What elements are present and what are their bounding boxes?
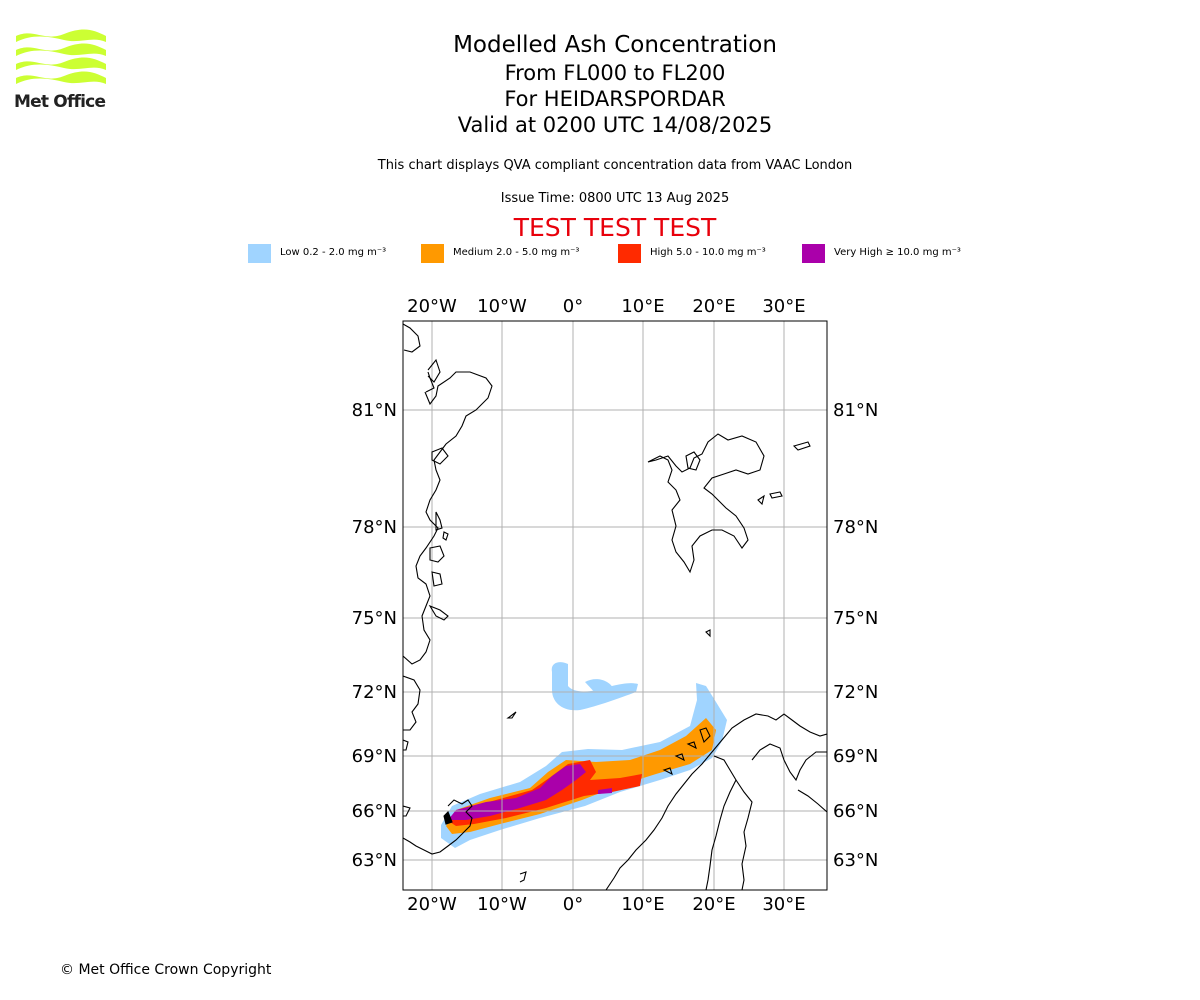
lon-labels-bottom: 20°W 10°W 0° 10°E 20°E 30°E (407, 894, 805, 915)
lon-label: 20°E (692, 894, 735, 915)
lat-label: 69°N (352, 746, 397, 767)
lat-label: 81°N (833, 400, 878, 421)
lon-label: 20°E (692, 296, 735, 317)
map-frame-content (403, 321, 827, 890)
ash-layer-very-high (448, 764, 612, 820)
lon-label: 10°W (477, 296, 527, 317)
legend-swatch-medium (421, 244, 444, 263)
lon-label: 0° (563, 296, 583, 317)
lat-label: 75°N (833, 608, 878, 629)
lon-label: 10°W (477, 894, 527, 915)
description-text: This chart displays QVA compliant concen… (377, 158, 853, 173)
legend-swatch-very-high (802, 244, 825, 263)
legend-label-very-high: Very High ≥ 10.0 mg m⁻³ (834, 247, 961, 258)
lat-label: 72°N (833, 682, 878, 703)
lat-label: 63°N (833, 850, 878, 871)
lon-label: 10°E (621, 296, 664, 317)
lat-label: 69°N (833, 746, 878, 767)
legend-label-medium: Medium 2.0 - 5.0 mg m⁻³ (453, 247, 580, 258)
valid-time: Valid at 0200 UTC 14/08/2025 (457, 113, 773, 137)
graticule (403, 321, 827, 890)
lat-label: 66°N (833, 801, 878, 822)
lat-label: 72°N (352, 682, 397, 703)
legend-label-high: High 5.0 - 10.0 mg m⁻³ (650, 247, 766, 258)
lon-labels-top: 20°W 10°W 0° 10°E 20°E 30°E (407, 296, 805, 317)
lat-label: 78°N (833, 517, 878, 538)
lon-label: 10°E (621, 894, 664, 915)
test-banner: TEST TEST TEST (513, 213, 717, 242)
volcano-name: For HEIDARSPORDAR (504, 87, 726, 111)
flight-levels: From FL000 to FL200 (504, 61, 726, 85)
lat-label: 78°N (352, 517, 397, 538)
lat-label: 66°N (352, 801, 397, 822)
lat-label: 75°N (352, 608, 397, 629)
lat-labels-left: 81°N 78°N 75°N 72°N 69°N 66°N 63°N (352, 400, 397, 871)
lon-label: 30°E (762, 296, 805, 317)
legend-swatch-low (248, 244, 271, 263)
met-office-logo (16, 29, 106, 84)
lon-label: 0° (563, 894, 583, 915)
chart-title: Modelled Ash Concentration (453, 32, 777, 58)
coastlines (403, 323, 827, 890)
lon-label: 20°W (407, 894, 457, 915)
title-block: Modelled Ash Concentration From FL000 to… (315, 30, 915, 138)
lat-labels-right: 81°N 78°N 75°N 72°N 69°N 66°N 63°N (833, 400, 878, 871)
lon-label: 20°W (407, 296, 457, 317)
legend-label-low: Low 0.2 - 2.0 mg m⁻³ (280, 247, 387, 258)
map-border (402, 320, 828, 891)
lon-label: 30°E (762, 894, 805, 915)
lat-label: 63°N (352, 850, 397, 871)
lat-label: 81°N (352, 400, 397, 421)
issue-time: Issue Time: 0800 UTC 13 Aug 2025 (500, 191, 730, 206)
legend-swatch-high (618, 244, 641, 263)
copyright-text: © Met Office Crown Copyright (60, 962, 272, 978)
logo-text: Met Office (14, 92, 106, 112)
